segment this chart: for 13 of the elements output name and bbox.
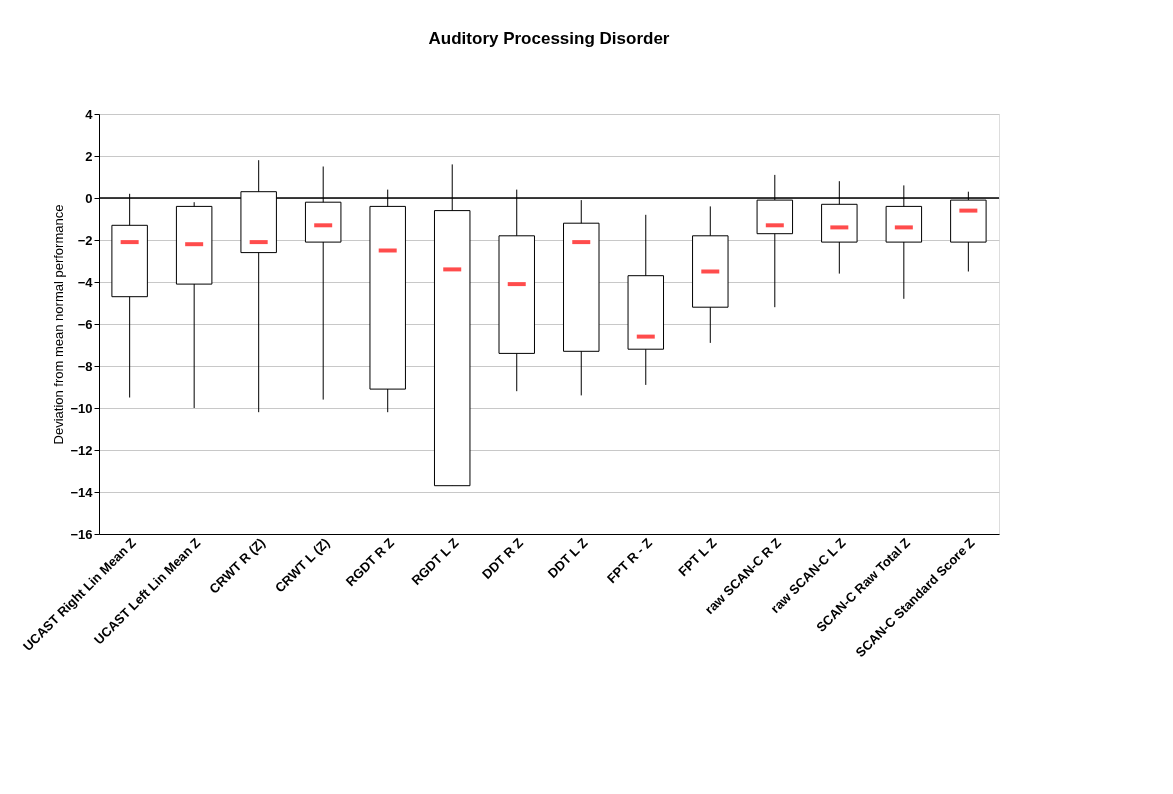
- y-tick-label: 2: [85, 148, 93, 164]
- y-tick-label: −12: [70, 442, 93, 458]
- y-tick-label: −8: [77, 358, 93, 374]
- y-axis-title: Deviation from mean normal performance: [51, 204, 67, 445]
- y-tick-label: −14: [70, 484, 94, 500]
- y-tick-label: −16: [70, 526, 93, 542]
- y-tick-label: −6: [77, 316, 93, 332]
- chart-title: Auditory Processing Disorder: [428, 29, 670, 48]
- y-tick-label: −4: [77, 274, 94, 290]
- y-tick-label: −10: [70, 400, 93, 416]
- y-tick-label: 4: [85, 106, 94, 122]
- y-tick-label: 0: [85, 190, 93, 206]
- y-tick-label: −2: [77, 232, 93, 248]
